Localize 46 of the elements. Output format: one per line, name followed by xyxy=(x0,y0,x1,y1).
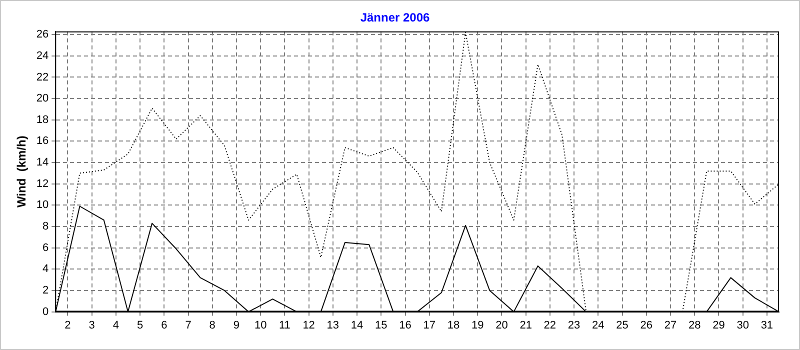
x-tick-label: 3 xyxy=(88,319,95,332)
y-tick-label: 24 xyxy=(36,50,49,62)
x-tick-label: 25 xyxy=(616,319,628,332)
chart-title: Jänner 2006 xyxy=(360,10,430,25)
x-tick-label: 19 xyxy=(471,319,484,332)
x-tick-label: 23 xyxy=(568,319,580,332)
x-tick-label: 6 xyxy=(161,319,168,332)
x-tick-label: 20 xyxy=(496,319,508,332)
x-tick-label: 29 xyxy=(712,319,725,332)
x-tick-label: 13 xyxy=(326,319,340,332)
y-tick-label: 10 xyxy=(36,199,49,212)
x-tick-label: 21 xyxy=(520,319,532,332)
x-tick-label: 16 xyxy=(399,319,412,332)
y-tick-label: 0 xyxy=(42,306,49,318)
y-tick-label: 18 xyxy=(36,114,49,126)
y-tick-label: 26 xyxy=(36,28,49,41)
y-axis-title: Wind (km/h) xyxy=(14,136,29,208)
x-tick-label: 22 xyxy=(544,319,556,332)
x-tick-label: 17 xyxy=(423,319,436,332)
x-tick-label: 24 xyxy=(592,319,604,332)
x-tick-label: 10 xyxy=(254,319,267,332)
x-tick-label: 27 xyxy=(664,319,677,332)
x-tick-label: 12 xyxy=(302,319,315,332)
x-tick-label: 8 xyxy=(209,319,216,332)
x-tick-label: 14 xyxy=(350,319,364,332)
x-tick-label: 15 xyxy=(375,319,388,332)
x-tick-label: 31 xyxy=(760,319,774,332)
x-tick-label: 28 xyxy=(688,319,701,332)
y-tick-label: 2 xyxy=(42,284,49,297)
y-tick-label: 8 xyxy=(42,220,49,233)
y-tick-label: 20 xyxy=(36,92,49,105)
x-tick-label: 26 xyxy=(640,319,653,332)
x-tick-label: 5 xyxy=(136,319,144,332)
x-tick-label: 7 xyxy=(185,319,192,332)
x-tick-label: 11 xyxy=(278,319,290,332)
y-tick-label: 4 xyxy=(42,263,49,276)
x-tick-label: 18 xyxy=(447,319,460,332)
y-tick-label: 12 xyxy=(36,178,49,190)
x-tick-label: 30 xyxy=(736,319,749,332)
x-tick-label: 9 xyxy=(233,319,240,332)
y-tick-label: 22 xyxy=(36,71,49,84)
y-tick-label: 6 xyxy=(42,242,49,254)
x-tick-label: 4 xyxy=(112,319,119,332)
y-tick-label: 14 xyxy=(36,156,49,169)
y-tick-label: 16 xyxy=(36,135,49,148)
x-tick-label: 2 xyxy=(64,319,71,332)
